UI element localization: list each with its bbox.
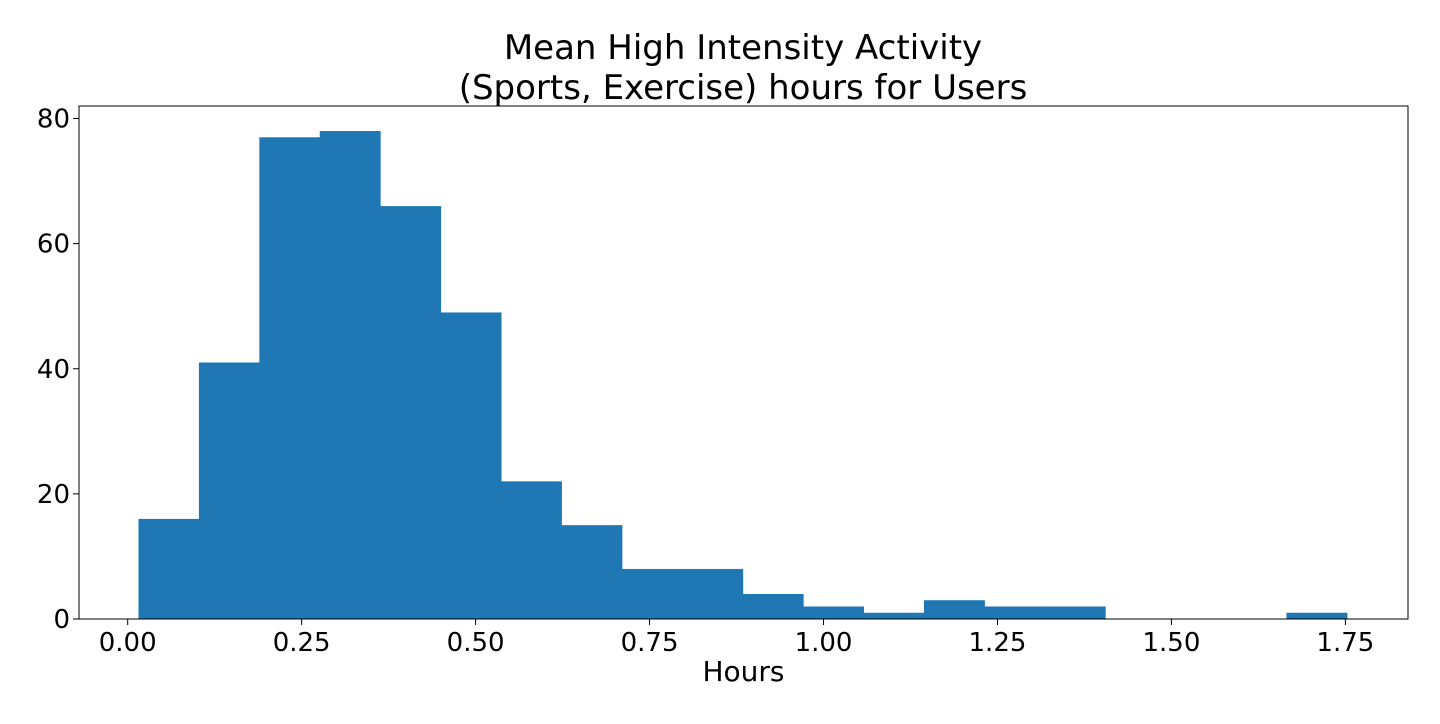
histogram-bar — [1286, 612, 1348, 619]
chart-title-line-1: Mean High Intensity Activity — [504, 28, 982, 68]
y-tick-label: 60 — [37, 230, 70, 260]
histogram-bar — [380, 206, 442, 619]
histogram-bar — [198, 362, 260, 619]
histogram-bar — [1044, 606, 1106, 619]
histogram-bar — [138, 518, 200, 619]
x-tick-label: 0.25 — [273, 628, 331, 658]
x-tick-label: 0.50 — [447, 628, 505, 658]
histogram-bar — [501, 481, 562, 619]
histogram-bar — [803, 606, 865, 619]
x-axis-label: Hours — [702, 655, 784, 688]
y-tick-label: 40 — [37, 355, 70, 385]
histogram-bar — [742, 593, 804, 619]
x-tick-label: 0.75 — [621, 628, 679, 658]
x-tick-label: 1.50 — [1142, 628, 1200, 658]
histogram-bar — [621, 568, 683, 619]
y-tick-label: 20 — [37, 480, 70, 510]
x-tick-label: 1.25 — [969, 628, 1027, 658]
histogram-bar — [984, 606, 1046, 619]
chart-title-line-2: (Sports, Exercise) hours for Users — [459, 68, 1028, 108]
histogram-bar — [863, 612, 925, 619]
histogram-bar — [440, 312, 502, 619]
y-tick-label: 0 — [53, 605, 70, 635]
plot-frame — [78, 105, 1409, 620]
histogram-bar — [319, 131, 381, 619]
histogram-bar — [682, 568, 744, 619]
histogram-bar — [923, 600, 985, 619]
x-tick-label: 1.00 — [795, 628, 853, 658]
histogram-bar — [561, 525, 623, 619]
histogram-bar — [259, 137, 321, 619]
x-tick-label: 0.00 — [99, 628, 157, 658]
y-tick-label: 80 — [37, 105, 70, 135]
x-tick-label: 1.75 — [1316, 628, 1374, 658]
